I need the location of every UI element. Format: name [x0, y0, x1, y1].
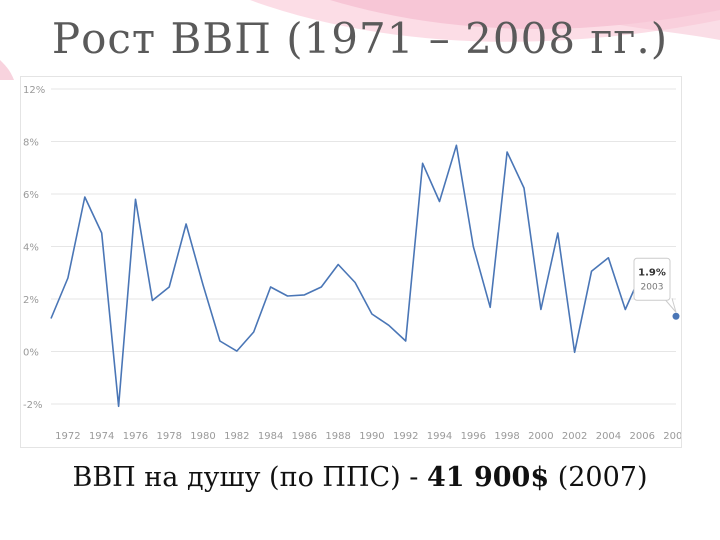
x-tick-label: 1976: [123, 431, 148, 442]
tooltip-value: 1.9%: [638, 267, 666, 278]
x-tick-label: 1986: [292, 431, 317, 442]
y-tick-label: 4%: [23, 243, 39, 254]
y-tick-label: 12%: [23, 85, 45, 96]
y-tick-label: 2%: [23, 295, 39, 306]
x-tick-label: 2004: [596, 431, 621, 442]
tooltip-pointer: [663, 297, 677, 313]
x-tick-label: 1980: [190, 431, 215, 442]
x-tick-label: 2002: [562, 431, 587, 442]
x-tick-label: 1994: [427, 431, 452, 442]
x-tick-label: 2008: [663, 431, 681, 442]
x-tick-label: 1990: [359, 431, 384, 442]
x-tick-label: 1982: [224, 431, 249, 442]
caption-value: 41 900$: [427, 462, 550, 493]
gdp-per-capita-caption: ВВП на душу (по ППС) - 41 900$ (2007): [0, 462, 720, 493]
line-chart: 12% 8% 6% 4% 2% 0% -2% 1972 1974 1976 1978 1980 1982…: [20, 76, 689, 448]
x-tick-label: 1984: [258, 431, 283, 442]
y-tick-label: 0%: [23, 348, 39, 359]
chart-svg: 12% 8% 6% 4% 2% 0% -2% 1972 1974 1976 1978 1980 1982…: [23, 85, 689, 442]
y-tick-label: -2%: [23, 400, 42, 411]
x-tick-label: 1974: [89, 431, 114, 442]
x-tick-label: 1988: [325, 431, 350, 442]
y-tick-label: 8%: [23, 138, 39, 149]
slide-title: Рост ВВП (1971 – 2008 гг.): [51, 14, 669, 63]
series-line: [50, 144, 643, 408]
x-tick-label: 1992: [393, 431, 418, 442]
y-tick-label: 6%: [23, 190, 39, 201]
tooltip-year: 2003: [641, 282, 664, 292]
caption-prefix: ВВП на душу (по ППС) -: [72, 462, 427, 493]
x-tick-label: 1998: [494, 431, 519, 442]
x-tick-label: 2000: [528, 431, 553, 442]
decorative-header-ribbons: [0, 0, 720, 80]
x-tick-label: 1972: [55, 431, 80, 442]
tooltip-box: [633, 257, 671, 301]
highlighted-point: [672, 312, 680, 320]
x-tick-label: 1996: [461, 431, 486, 442]
caption-suffix: (2007): [549, 462, 648, 493]
x-tick-label: 1978: [157, 431, 182, 442]
x-tick-label: 2006: [629, 431, 654, 442]
